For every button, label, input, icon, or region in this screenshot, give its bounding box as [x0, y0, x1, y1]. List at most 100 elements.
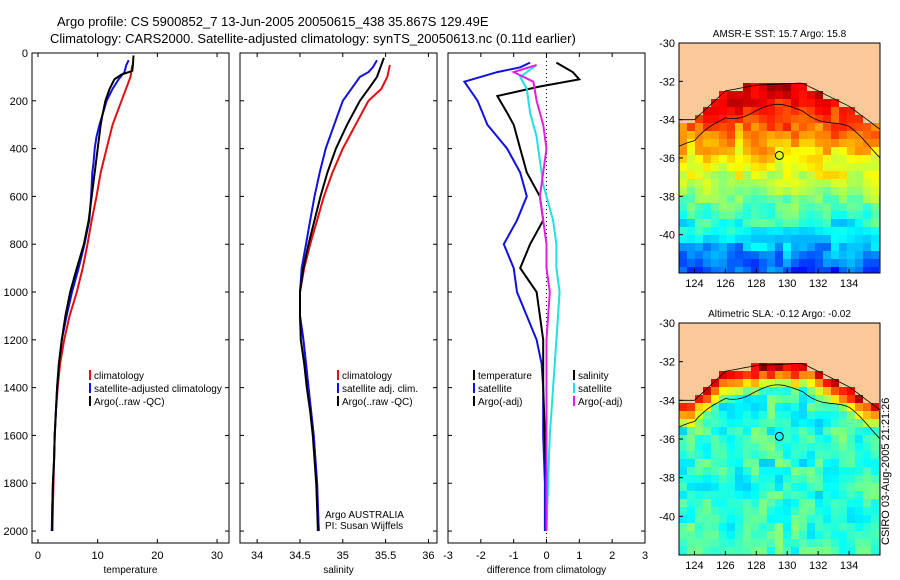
x-tick-label: 35.5	[375, 550, 396, 562]
map-cell	[759, 499, 767, 507]
map-cell	[799, 99, 807, 107]
map-cell	[711, 411, 719, 419]
map-cell	[791, 403, 799, 411]
map-cell	[687, 499, 695, 507]
map-cell	[807, 371, 815, 379]
map-cell	[743, 403, 751, 411]
map-cell	[871, 539, 879, 547]
map-cell	[831, 411, 839, 419]
map-cell	[719, 235, 727, 243]
map-cell	[847, 387, 855, 395]
map-cell	[759, 139, 767, 147]
map-cell	[831, 379, 839, 387]
map-cell	[871, 403, 879, 411]
map-cell	[823, 139, 831, 147]
map-cell	[703, 507, 711, 515]
map-cell	[703, 467, 711, 475]
map-cell	[831, 195, 839, 203]
x-tick-label: 126	[716, 560, 734, 572]
map-cell	[807, 531, 815, 539]
map-cell	[871, 267, 879, 273]
map-cell	[743, 91, 751, 99]
map-cell	[743, 379, 751, 387]
map-cell	[871, 419, 879, 427]
map-cell	[767, 395, 775, 403]
map-cell	[855, 115, 863, 123]
map-cell	[719, 179, 727, 187]
map-cell	[751, 179, 759, 187]
map-cell	[711, 443, 719, 451]
map-cell	[871, 507, 879, 515]
map-cell	[751, 203, 759, 211]
map-cell	[871, 147, 879, 155]
map-cell	[679, 547, 687, 555]
map-cell	[815, 139, 823, 147]
map-cell	[695, 483, 703, 491]
map-cell	[783, 403, 791, 411]
map-cell	[711, 515, 719, 523]
map-cell	[839, 235, 847, 243]
map-cell	[799, 515, 807, 523]
map-cell	[687, 139, 695, 147]
map-cell	[679, 179, 687, 187]
map-cell	[799, 155, 807, 163]
map-cell	[703, 523, 711, 531]
map-cell	[735, 171, 743, 179]
map-cell	[775, 211, 783, 219]
map-cell	[799, 147, 807, 155]
map-cell	[695, 403, 703, 411]
map-cell	[871, 139, 879, 147]
map-cell	[735, 507, 743, 515]
map-cell	[719, 515, 727, 523]
map-cell	[847, 251, 855, 259]
map-cell	[735, 155, 743, 163]
map-cell	[679, 139, 687, 147]
map-cell	[823, 195, 831, 203]
map-cell	[831, 155, 839, 163]
map-cell	[743, 419, 751, 427]
map-cell	[863, 251, 871, 259]
map-cell	[679, 451, 687, 459]
map-cell	[791, 507, 799, 515]
map-cell	[839, 163, 847, 171]
map-cell	[759, 387, 767, 395]
map-cell	[711, 379, 719, 387]
map-cell	[751, 139, 759, 147]
map-cell	[735, 403, 743, 411]
map-cell	[759, 251, 767, 259]
map-cell	[727, 235, 735, 243]
map-cell	[711, 107, 719, 115]
map-cell	[775, 483, 783, 491]
map-cell	[751, 123, 759, 131]
map-cell	[719, 227, 727, 235]
map-cell	[767, 387, 775, 395]
map-cell	[823, 459, 831, 467]
map-cell	[743, 171, 751, 179]
map-cell	[767, 443, 775, 451]
map-cell	[759, 187, 767, 195]
map-cell	[847, 131, 855, 139]
map-cell	[727, 539, 735, 547]
map-cell	[735, 203, 743, 211]
map-cell	[831, 419, 839, 427]
map-cell	[815, 219, 823, 227]
map-cell	[751, 515, 759, 523]
map-cell	[751, 403, 759, 411]
map-cell	[767, 203, 775, 211]
salinity-profile-axes	[239, 52, 438, 544]
map-cell	[855, 443, 863, 451]
map-cell	[759, 411, 767, 419]
map-cell	[751, 451, 759, 459]
map-cell	[863, 171, 871, 179]
map-cell	[711, 435, 719, 443]
map-cell	[871, 155, 879, 163]
map-cell	[687, 515, 695, 523]
map-cell	[767, 91, 775, 99]
map-cell	[759, 107, 767, 115]
map-cell	[735, 419, 743, 427]
map-cell	[799, 115, 807, 123]
map-cell	[711, 259, 719, 267]
map-cell	[815, 131, 823, 139]
map-cell	[743, 531, 751, 539]
map-cell	[847, 531, 855, 539]
